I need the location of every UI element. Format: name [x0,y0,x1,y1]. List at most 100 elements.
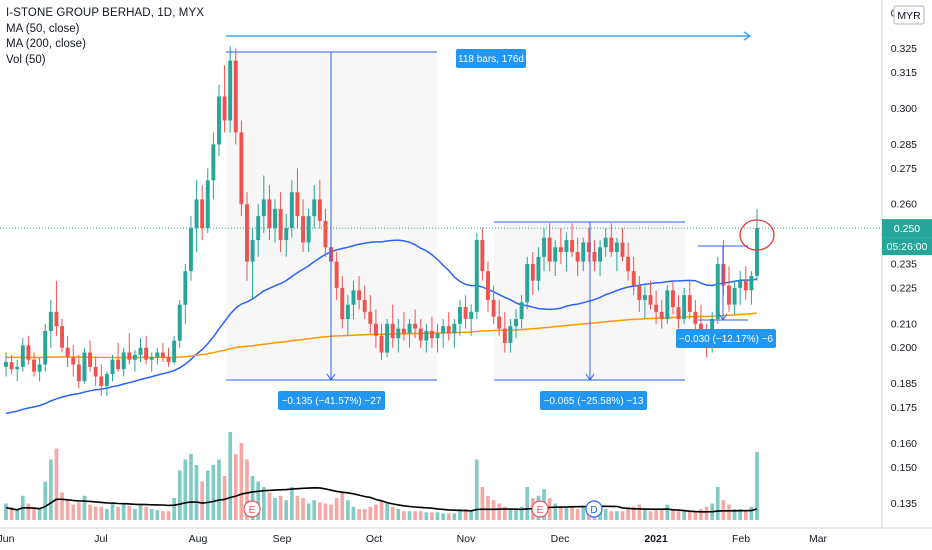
volume-bar [575,509,580,520]
time-tick-label: Mar [809,533,828,545]
volume-bar [161,511,165,520]
ma50-legend[interactable]: MA (50, close) [6,22,80,35]
candle-body [188,228,193,272]
candle-body [273,208,277,229]
candle-body [491,299,496,317]
volume-bar [446,513,451,520]
price-tick-label: 0.185 [891,378,917,390]
volume-bar [267,492,272,520]
volume-bar [43,481,48,520]
volume-bar [559,506,563,520]
candle-body [626,256,631,272]
symbol-title[interactable]: I-STONE GROUP BERHAD, 1D, MYX [6,7,205,19]
candle-body [194,199,199,229]
measure-label-box [540,391,647,410]
volume-bar [598,511,602,520]
candle-body [693,311,698,324]
volume-legend[interactable]: Vol (50) [6,53,46,66]
candle-body [267,199,272,229]
candle-body [396,328,401,339]
volume-bar [368,506,373,520]
candle-body [469,311,474,320]
volume-bar [346,500,350,520]
candle-body [222,96,227,121]
candle-body [362,299,367,312]
candle-body [373,323,378,336]
volume-bar [519,506,524,520]
last-price-badge [882,219,932,238]
candle-body [474,240,479,312]
candle-body [211,144,216,181]
candle-body [738,280,743,288]
volume-bar [682,511,686,520]
volume-bar [665,504,670,520]
candle-body [99,376,104,387]
candle-body [323,220,328,248]
candle-body [15,366,20,370]
candle-body [727,285,731,305]
ma200-legend[interactable]: MA (200, close) [6,38,86,50]
volume-bar [659,509,664,520]
candle-body [564,240,569,253]
volume-bar [340,492,345,520]
candle-body [514,319,518,327]
price-tick-label: 0.325 [891,43,917,55]
candle-body [295,192,300,217]
candle-body [261,199,266,217]
candle-body [570,240,575,253]
candle-body [385,323,390,353]
time-tick-label: Dec [551,533,570,545]
candle-body [508,326,513,343]
volume-bar [749,506,754,520]
volume-bar [194,465,199,520]
volume-bar [676,511,681,520]
candle-body [71,357,76,365]
candle-body [172,340,177,363]
volume-bar [379,500,384,520]
candle-body [54,311,59,327]
candles [4,46,759,396]
volume-bar [553,503,558,520]
candle-body [334,261,339,288]
candle-body [637,285,642,300]
volume-bar [357,509,361,520]
candle-body [32,359,36,372]
measure-label-text: −0.065 (−25.58%) −13 [544,396,644,407]
candle-body [603,237,608,248]
volume-bar [497,503,502,520]
volume-bar [295,495,300,520]
candle-body [37,364,42,372]
volume-bar [435,512,440,520]
candle-body [502,328,507,343]
volume-bar [65,500,70,520]
volume-bar [144,506,148,520]
volume-bar [704,506,709,520]
countdown-badge [882,237,932,256]
measure-label-text: −0.135 (−41.57%) −27 [282,396,382,407]
candle-body [715,264,720,320]
candle-body [424,330,429,341]
measure-label-box [676,329,776,348]
price-axis: 0.135 0.150 0.160 0.175 0.185 0.200 0.210 0.225… [881,0,932,528]
volume-bar [261,487,266,520]
candle-body [4,362,8,367]
candle-body [670,290,675,308]
chart-legend: I-STONE GROUP BERHAD, 1D, MYX MA (50, cl… [6,6,204,68]
volume-bar [177,470,182,520]
price-tick-label: 0.300 [891,103,917,115]
volume-bar [463,509,468,520]
volume-bar [323,503,328,520]
event-marker-label: E [537,505,544,516]
price-tick-label: 0.260 [891,199,917,211]
event-marker [243,500,261,518]
candle-body [418,328,423,341]
price-tick-label: 0.285 [891,139,917,151]
time-tick-label: 2021 [644,533,668,545]
time-axis: Jun Jul Aug Sep Oct Nov Dec 2021 Feb Mar [0,527,932,545]
volume-bar [637,504,642,520]
candle-body [463,307,468,320]
event-marker-label: E [249,505,256,516]
volume-bar [256,481,261,520]
volume-bar [547,498,552,520]
